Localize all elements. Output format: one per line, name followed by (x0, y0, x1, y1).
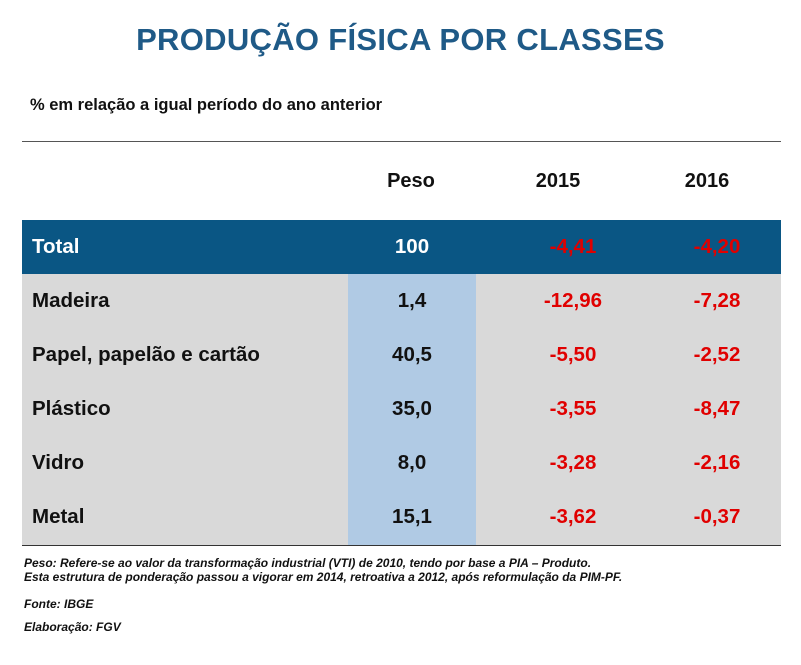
table-row: Madeira 1,4 -12,96 -7,28 (22, 274, 781, 328)
table-row: Plástico 35,0 -3,55 -8,47 (22, 382, 781, 436)
bottom-divider (22, 545, 781, 546)
row-label: Papel, papelão e cartão (32, 343, 260, 366)
peso-value: 8,0 (397, 451, 427, 474)
row-label: Madeira (32, 289, 110, 312)
table-row: Metal 15,1 -3,62 -0,37 (22, 490, 781, 544)
value-2016: -7,28 (693, 289, 741, 312)
elaboration-note: Elaboração: FGV (24, 620, 121, 634)
footnotes: Peso: Refere-se ao valor da transformaçã… (24, 556, 622, 584)
value-2015: -3,28 (549, 451, 597, 474)
value-2016: -0,37 (693, 505, 741, 528)
row-label: Plástico (32, 397, 111, 420)
column-header-2016: 2016 (684, 170, 730, 192)
table-row: Papel, papelão e cartão 40,5 -5,50 -2,52 (22, 328, 781, 382)
row-label: Metal (32, 505, 85, 528)
value-2016: -2,52 (693, 343, 741, 366)
peso-value: 100 (394, 235, 430, 258)
value-2015: -3,55 (549, 397, 597, 420)
row-label: Total (32, 235, 80, 258)
value-2016: -4,20 (693, 235, 741, 258)
peso-value: 15,1 (392, 505, 432, 528)
peso-value: 1,4 (397, 289, 427, 312)
row-label: Vidro (32, 451, 85, 474)
chart-title: PRODUÇÃO FÍSICA POR CLASSES (136, 22, 665, 57)
peso-value: 35,0 (392, 397, 432, 420)
source-note: Fonte: IBGE (24, 597, 94, 611)
peso-column-highlight (348, 273, 476, 545)
table-row: Vidro 8,0 -3,28 -2,16 (22, 436, 781, 490)
top-divider (22, 141, 781, 142)
value-2015: -3,62 (549, 505, 597, 528)
value-2016: -8,47 (693, 397, 741, 420)
table-row-total: Total 100 -4,41 -4,20 (22, 220, 781, 274)
value-2016: -2,16 (693, 451, 741, 474)
chart-subtitle: % em relação a igual período do ano ante… (30, 96, 383, 114)
value-2015: -5,50 (549, 343, 597, 366)
value-2015: -4,41 (549, 235, 597, 258)
column-header-peso: Peso (387, 170, 435, 192)
value-2015: -12,96 (543, 289, 603, 312)
footnote-structure: Esta estrutura de ponderação passou a vi… (24, 570, 623, 584)
column-header-2015: 2015 (535, 170, 581, 192)
footnote-peso: Peso: Refere-se ao valor da transformaçã… (24, 556, 592, 570)
peso-value: 40,5 (392, 343, 432, 366)
